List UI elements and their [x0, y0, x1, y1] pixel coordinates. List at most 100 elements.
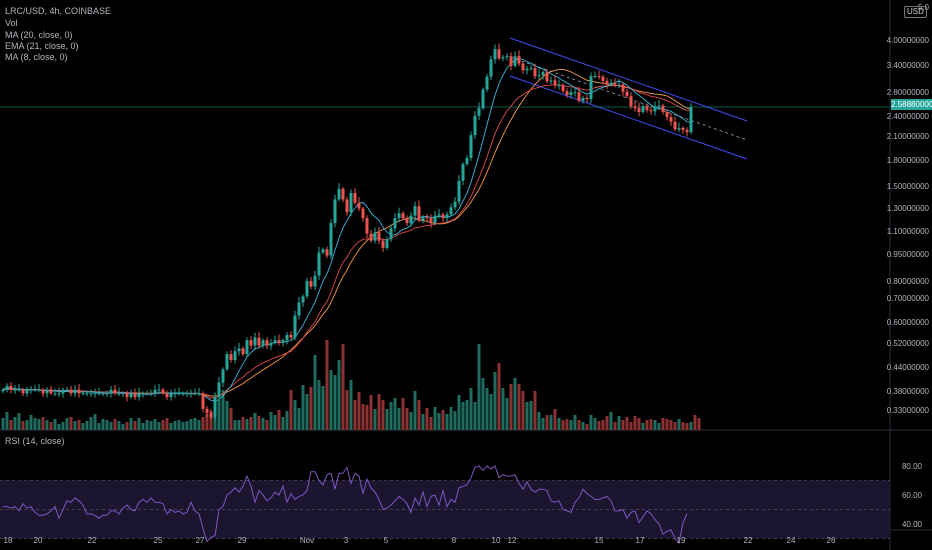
candle-body	[537, 75, 541, 77]
candle-body	[309, 280, 313, 287]
volume-bar	[193, 418, 197, 430]
candle-body	[81, 393, 85, 395]
volume-bar	[681, 422, 685, 430]
volume-bar	[557, 418, 561, 430]
volume-bar	[617, 416, 621, 430]
volume-bar	[601, 420, 605, 430]
y-tick-label: 5.0	[918, 3, 930, 12]
legend-ma8[interactable]: MA (8, close, 0)	[5, 52, 68, 62]
candle-body	[549, 80, 553, 82]
volume-bar	[69, 417, 73, 430]
volume-bar	[685, 423, 689, 430]
y-tick-label: 1.10000000	[887, 227, 930, 236]
volume-bar	[273, 415, 277, 430]
candle-body	[241, 348, 245, 355]
candle-body	[213, 397, 217, 418]
candle-body	[413, 206, 417, 216]
volume-bar	[233, 420, 237, 430]
legend-symbol[interactable]: LRC/USD, 4h, COINBASE	[5, 6, 112, 16]
candle-body	[481, 89, 485, 109]
volume-bar	[197, 420, 201, 430]
candle-body	[249, 340, 253, 346]
ma20-line	[2, 68, 692, 397]
volume-bar	[645, 420, 649, 430]
candle-body	[141, 393, 145, 395]
candle-body	[217, 382, 221, 398]
legend-ma20[interactable]: MA (20, close, 0)	[5, 30, 73, 40]
candle-body	[25, 389, 29, 394]
candle-body	[197, 393, 201, 395]
x-tick-label: 12	[508, 536, 517, 545]
volume-bar	[297, 408, 301, 430]
candle-body	[29, 389, 33, 391]
candle-body	[437, 214, 441, 216]
volume-bar	[101, 419, 105, 430]
y-tick-label: 0.38000000	[887, 387, 930, 396]
candle-body	[673, 121, 677, 130]
volume-bar	[121, 424, 125, 430]
candle-body	[177, 393, 181, 395]
volume-bar	[677, 419, 681, 430]
volume-bar	[221, 390, 225, 430]
volume-bar	[433, 407, 437, 430]
volume-bar	[301, 385, 305, 430]
channel-mid-line	[509, 56, 748, 141]
candle-body	[589, 76, 593, 100]
legend-vol[interactable]: Vol	[5, 18, 18, 28]
volume-bar	[585, 424, 589, 430]
candles	[1, 43, 693, 421]
y-tick-label: 0.52000000	[887, 339, 930, 348]
candle-body	[457, 180, 461, 202]
candle-body	[205, 408, 209, 414]
candle-body	[449, 207, 453, 215]
candle-body	[73, 389, 77, 394]
legend-rsi[interactable]: RSI (14, close)	[5, 436, 65, 446]
volume-bar	[209, 411, 213, 430]
candle-body	[553, 80, 557, 86]
rsi-tick-label: 60.00	[902, 491, 923, 500]
candle-body	[269, 342, 273, 346]
candle-body	[545, 72, 549, 82]
volume-bar	[605, 416, 609, 430]
volume-bar	[309, 387, 313, 430]
volume-bar	[81, 423, 85, 430]
volume-bar	[1, 418, 5, 430]
volume-bar	[401, 398, 405, 430]
volume-bar	[245, 419, 249, 430]
volume-bar	[597, 421, 601, 430]
candle-body	[433, 215, 437, 224]
candle-body	[265, 340, 269, 346]
candle-body	[101, 393, 105, 395]
y-tick-label: 0.60000000	[887, 318, 930, 327]
candle-body	[301, 296, 305, 303]
y-tick-label: 0.80000000	[887, 277, 930, 286]
y-tick-label: 0.95000000	[887, 250, 930, 259]
candle-body	[329, 223, 333, 256]
candle-body	[349, 192, 353, 213]
candle-body	[89, 393, 93, 395]
candle-body	[645, 106, 649, 111]
volume-bar	[53, 419, 57, 430]
volume-bar	[489, 394, 493, 430]
candle-body	[21, 389, 25, 394]
volume-bar	[549, 415, 553, 430]
legend-ema21[interactable]: EMA (21, close, 0)	[5, 41, 79, 51]
volume-bar	[333, 375, 337, 430]
volume-bar	[405, 408, 409, 430]
candle-body	[365, 218, 369, 234]
candle-body	[133, 393, 137, 398]
candle-body	[661, 105, 665, 112]
candle-body	[517, 56, 521, 64]
candle-body	[425, 216, 429, 219]
volume-bar	[85, 421, 89, 430]
candle-body	[445, 214, 449, 219]
volume-bar	[397, 408, 401, 430]
candle-body	[397, 213, 401, 219]
rsi-pane	[0, 465, 890, 544]
ema21-line	[2, 84, 692, 399]
candle-body	[273, 340, 277, 343]
y-tick-label: 2.80000000	[887, 88, 930, 97]
currency-badge[interactable]: USD	[904, 6, 927, 18]
